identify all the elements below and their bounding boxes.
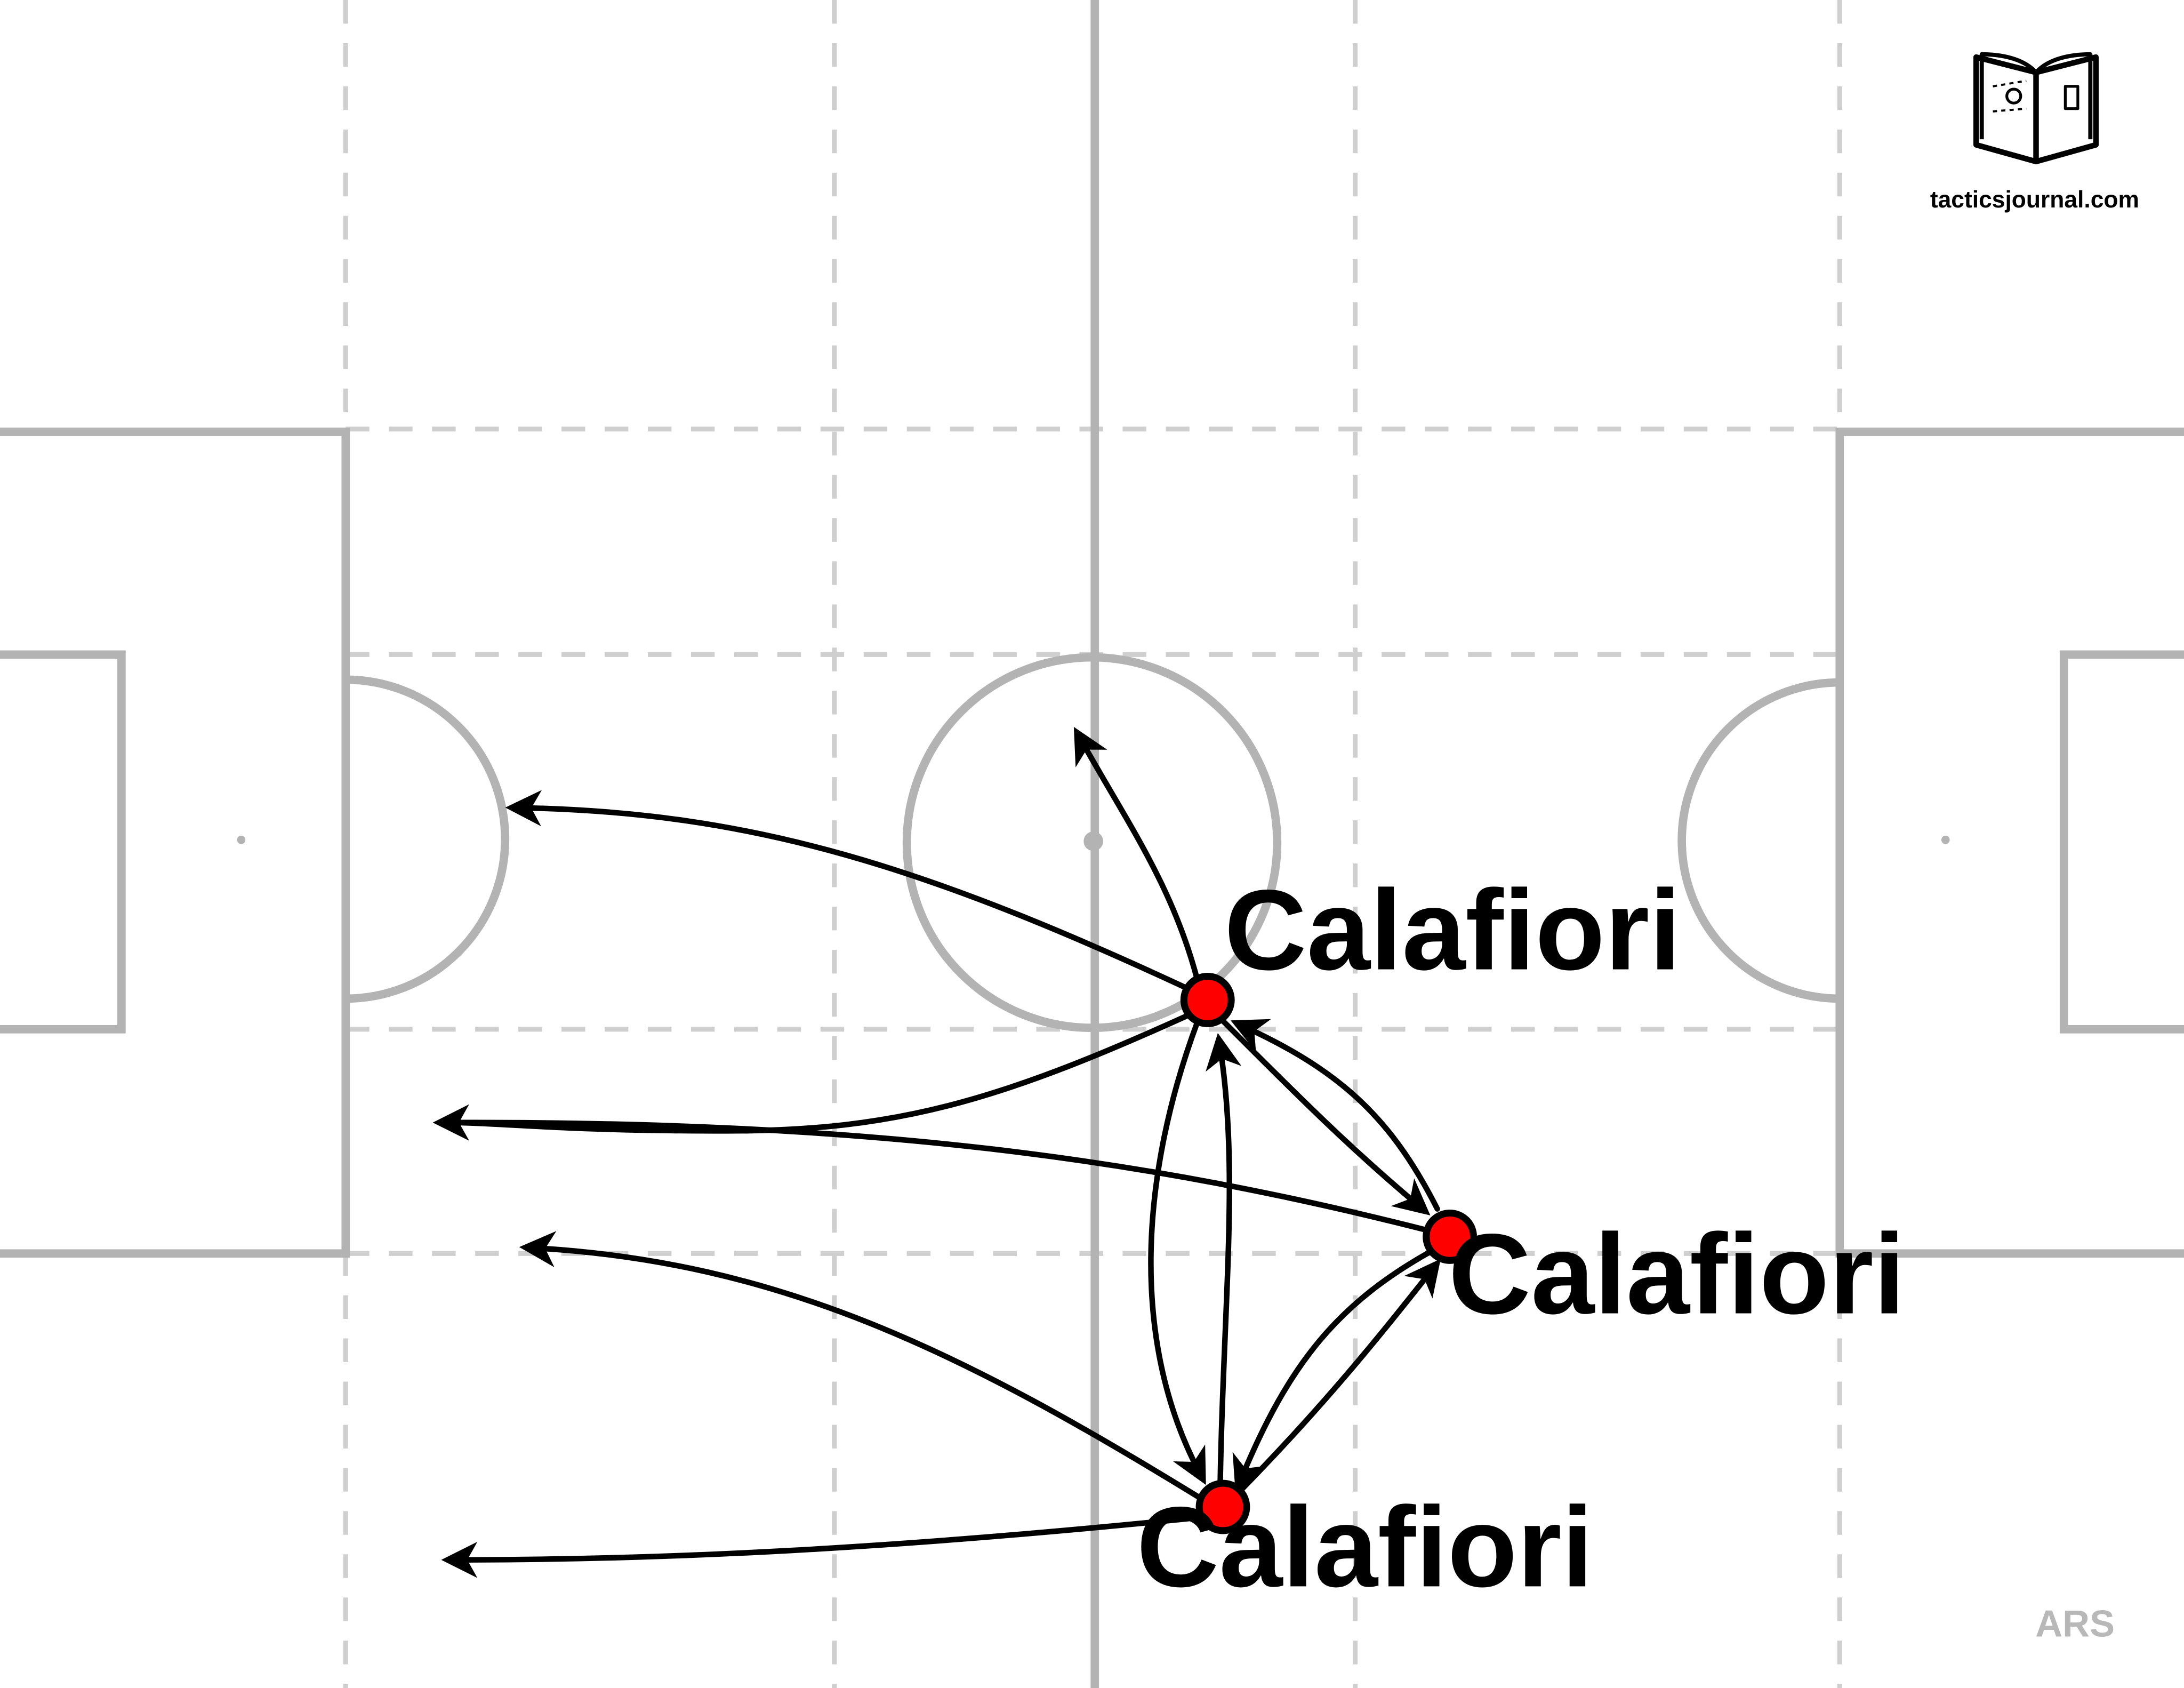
pass-arrow	[441, 1515, 1197, 1578]
pass-arrows	[432, 726, 1450, 1578]
pass-arrow	[1213, 1011, 1431, 1215]
left-six-yard-box	[0, 650, 126, 1034]
pitch-spots	[237, 831, 1950, 851]
pass-arrow	[432, 1104, 1450, 1238]
pass-arrow	[1230, 1019, 1440, 1212]
player-label: Calafiori	[1449, 1211, 1906, 1338]
right-penalty-spot	[1941, 835, 1950, 844]
right-six-yard-box	[2059, 650, 2184, 1034]
pass-arrow	[1232, 1245, 1440, 1493]
pass-arrow	[1231, 1259, 1441, 1500]
pass-arrow	[505, 790, 1209, 1000]
right-penalty-box	[1835, 427, 2184, 1258]
left-penalty-arc	[346, 675, 510, 1003]
centre-circle	[902, 653, 1282, 1033]
pass-arrow	[519, 1231, 1207, 1503]
centre-spot	[1083, 831, 1103, 851]
left-penalty-spot	[237, 835, 246, 844]
player-marker	[1423, 1209, 1478, 1264]
player-label: Calafiori	[1137, 1483, 1594, 1611]
open-book-pitch-icon	[1973, 52, 2099, 165]
player-marker	[1195, 1479, 1250, 1534]
pass-arrow	[1206, 1033, 1242, 1493]
player-label: Calafiori	[1224, 867, 1681, 994]
left-penalty-box	[0, 427, 350, 1258]
player-labels: Calafiori Calafiori Calafiori	[1137, 867, 1906, 1611]
pass-arrow	[1073, 726, 1203, 996]
player-marker	[1180, 973, 1235, 1027]
pass-arrow	[1148, 1018, 1206, 1485]
player-markers	[1180, 973, 1478, 1534]
brand-website: tacticsjournal.com	[1930, 187, 2139, 213]
team-code: ARS	[2035, 1602, 2115, 1644]
right-penalty-arc	[1677, 678, 1840, 1003]
